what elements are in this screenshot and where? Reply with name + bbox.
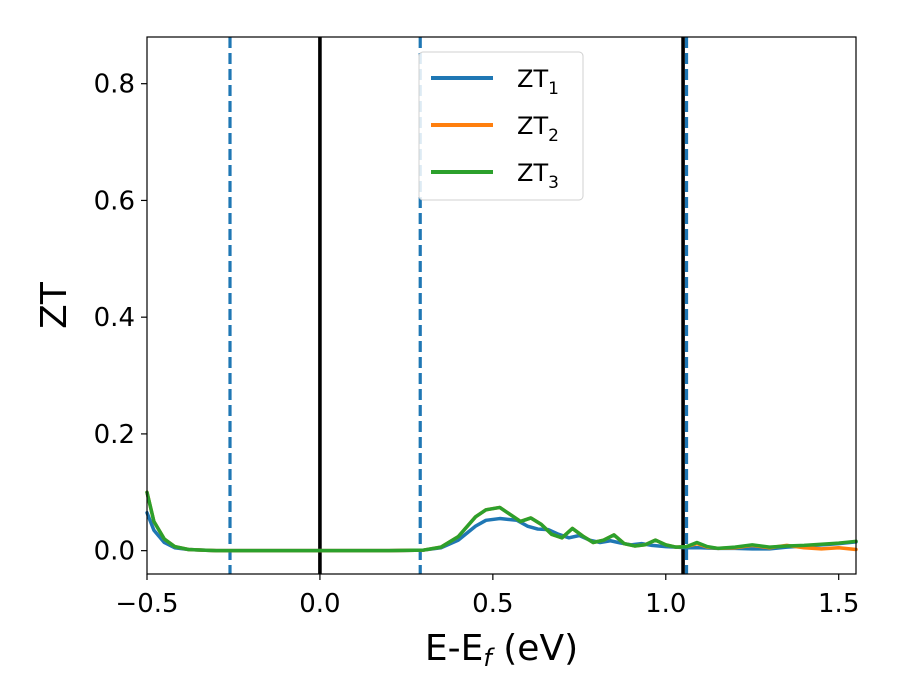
y-axis: 0.0 0.2 0.4 0.6 0.8 (94, 70, 147, 567)
y-tick-label: 0.0 (94, 537, 135, 567)
x-axis-label: E-Ef (eV) (425, 628, 578, 672)
x-tick-label: 0.0 (299, 589, 340, 619)
y-tick-label: 0.2 (94, 420, 135, 450)
legend-label-zt2: ZT2 (517, 112, 559, 146)
x-tick-label: −0.5 (115, 589, 178, 619)
series-line-zt3 (145, 490, 858, 553)
y-tick-label: 0.4 (94, 303, 135, 333)
x-axis: −0.5 0.0 0.5 1.0 1.5 (115, 574, 859, 619)
legend-label-zt1: ZT1 (517, 65, 559, 99)
x-tick-label: 1.5 (818, 589, 859, 619)
x-axis-label-unit: (eV) (492, 628, 578, 669)
x-axis-label-main: E-E (425, 628, 483, 669)
series-group (145, 490, 858, 553)
y-tick-label: 0.6 (94, 186, 135, 216)
y-tick-label: 0.8 (94, 70, 135, 100)
legend-box (418, 51, 584, 201)
legend-label-zt3: ZT3 (517, 159, 559, 193)
x-tick-label: 0.5 (472, 589, 513, 619)
series-line-zt2 (145, 490, 858, 553)
plot-frame (146, 36, 857, 575)
y-axis-label: ZT (34, 281, 75, 329)
x-tick-label: 1.0 (645, 589, 686, 619)
legend: ZT1 ZT2 ZT3 (418, 51, 584, 201)
